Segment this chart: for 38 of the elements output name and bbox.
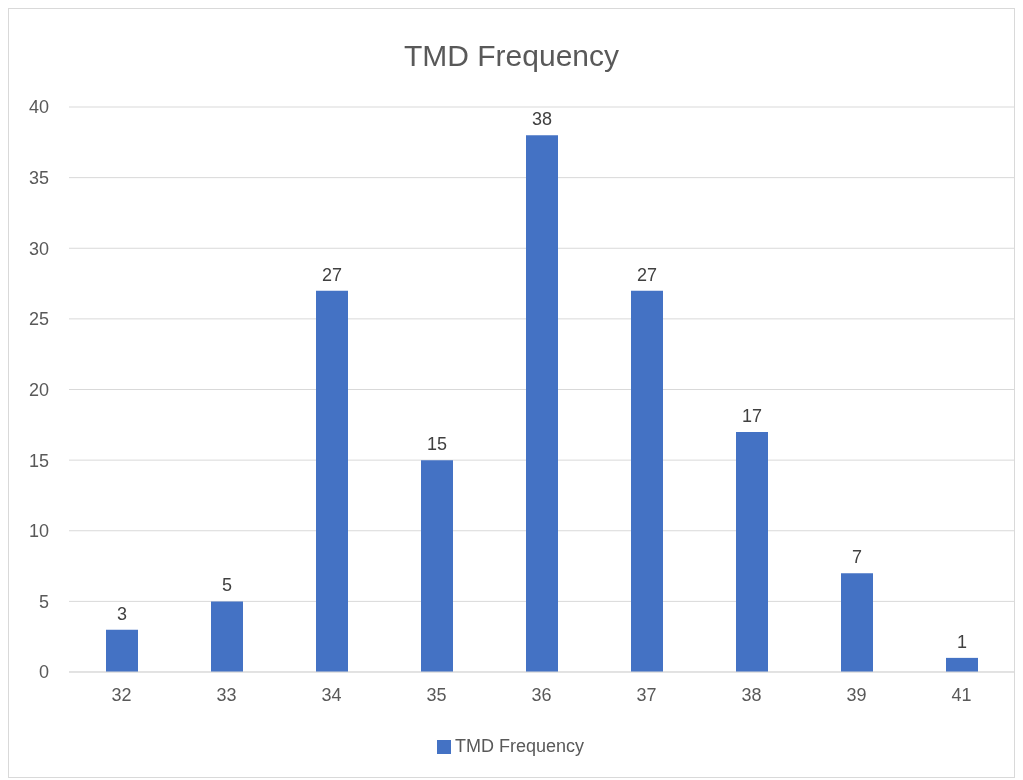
bar xyxy=(736,431,768,672)
data-label: 38 xyxy=(531,109,553,130)
y-tick-label: 25 xyxy=(28,309,49,330)
y-tick-label: 20 xyxy=(28,379,49,400)
bar xyxy=(631,290,663,672)
data-label: 17 xyxy=(741,405,763,426)
y-tick-label: 35 xyxy=(28,168,49,189)
x-tick-label: 33 xyxy=(216,684,237,705)
y-tick-label: 10 xyxy=(28,521,49,542)
data-label: 3 xyxy=(116,603,128,624)
bar xyxy=(946,657,978,672)
bar xyxy=(421,460,453,672)
x-tick-label: 38 xyxy=(741,684,762,705)
data-label: 1 xyxy=(956,631,968,652)
x-tick-label: 34 xyxy=(321,684,342,705)
y-tick-label: 40 xyxy=(28,97,49,118)
bar xyxy=(106,629,138,672)
x-tick-label: 32 xyxy=(111,684,132,705)
legend-label: TMD Frequency xyxy=(454,736,585,756)
bar xyxy=(211,601,243,672)
x-tick-label: 41 xyxy=(951,684,972,705)
data-label: 27 xyxy=(636,264,658,285)
data-label: 15 xyxy=(426,434,448,455)
y-tick-label: 5 xyxy=(38,591,49,612)
x-tick-label: 37 xyxy=(636,684,657,705)
data-label: 27 xyxy=(321,264,343,285)
y-tick-label: 0 xyxy=(38,662,49,683)
bar xyxy=(841,573,873,672)
x-tick-label: 39 xyxy=(846,684,867,705)
y-tick-label: 30 xyxy=(28,238,49,259)
bar xyxy=(526,135,558,672)
y-tick-label: 15 xyxy=(28,450,49,471)
x-tick-label: 35 xyxy=(426,684,447,705)
bar xyxy=(316,290,348,672)
x-tick-label: 36 xyxy=(531,684,552,705)
data-label: 5 xyxy=(221,575,233,596)
data-label: 7 xyxy=(851,547,863,568)
chart-title: TMD Frequency xyxy=(402,39,621,73)
